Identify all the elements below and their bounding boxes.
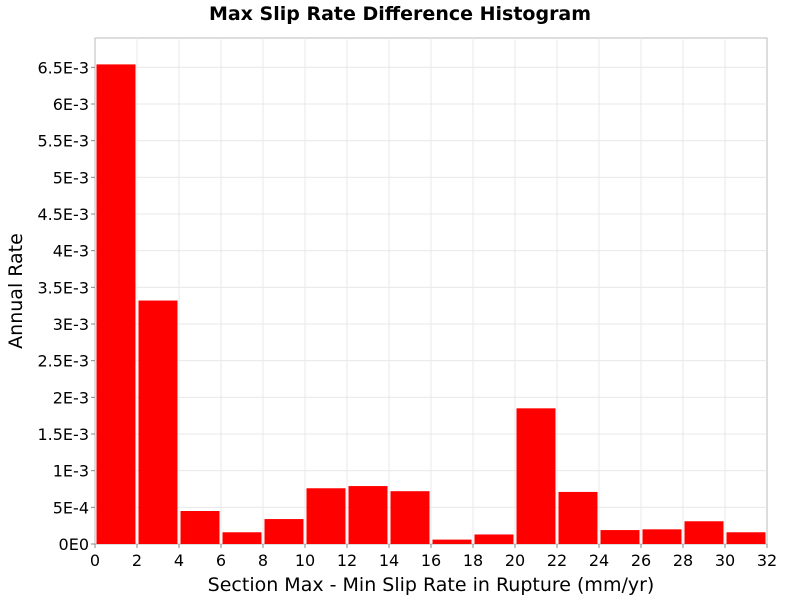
y-tick-label: 3E-3	[53, 315, 89, 334]
histogram-bar-6	[348, 486, 388, 544]
y-tick-label: 2.5E-3	[37, 352, 89, 371]
x-tick-label: 22	[547, 551, 567, 570]
histogram-bar-13	[642, 529, 682, 544]
histogram-bar-15	[726, 532, 766, 544]
x-tick-label: 0	[90, 551, 100, 570]
grid-lines	[95, 38, 767, 544]
x-tick-label: 16	[421, 551, 441, 570]
x-tick-label: 14	[379, 551, 399, 570]
y-tick-label: 4E-3	[53, 242, 89, 261]
y-tick-label: 5E-4	[53, 498, 89, 517]
x-tick-label: 30	[715, 551, 735, 570]
histogram-bar-11	[558, 491, 598, 544]
histogram-bar-1	[138, 300, 178, 544]
x-tick-label: 6	[216, 551, 226, 570]
x-tick-label: 8	[258, 551, 268, 570]
histogram-bar-12	[600, 530, 640, 544]
x-tick-label: 32	[757, 551, 777, 570]
y-tick-label: 1E-3	[53, 462, 89, 481]
histogram-bar-0	[96, 64, 136, 545]
y-tick-label: 6.5E-3	[37, 58, 89, 77]
y-axis-ticks: 0E0 5E-4 1E-3 1.5E-3 2E-3 2.5E-3 3E-3 3.5E-3 4E-…	[37, 58, 95, 554]
bars	[96, 64, 766, 545]
histogram-bar-2	[180, 511, 220, 544]
y-axis-label: Annual Rate	[5, 233, 27, 349]
histogram-bar-5	[306, 488, 346, 544]
x-tick-label: 2	[132, 551, 142, 570]
x-tick-label: 4	[174, 551, 184, 570]
x-tick-label: 20	[505, 551, 525, 570]
y-tick-label: 1.5E-3	[37, 425, 89, 444]
histogram-bar-8	[432, 539, 472, 544]
x-tick-label: 24	[589, 551, 609, 570]
y-tick-label: 6E-3	[53, 95, 89, 114]
x-tick-label: 18	[463, 551, 483, 570]
y-tick-label: 3.5E-3	[37, 278, 89, 297]
x-tick-label: 12	[337, 551, 357, 570]
y-tick-label: 5E-3	[53, 168, 89, 187]
x-axis-ticks: 0 2 4 6 8 10 12 14 16 18 20 22 24 26 28 30 32	[90, 544, 777, 570]
y-tick-label: 5.5E-3	[37, 132, 89, 151]
y-tick-label: 4.5E-3	[37, 205, 89, 224]
x-tick-label: 10	[295, 551, 315, 570]
chart-title: Max Slip Rate Difference Histogram	[209, 3, 591, 25]
histogram-bar-4	[264, 519, 304, 544]
x-axis-label: Section Max - Min Slip Rate in Rupture (…	[208, 574, 655, 596]
x-tick-label: 28	[673, 551, 693, 570]
histogram-bar-7	[390, 491, 430, 544]
x-tick-label: 26	[631, 551, 651, 570]
histogram-bar-14	[684, 521, 724, 544]
y-tick-label: 2E-3	[53, 388, 89, 407]
histogram-bar-9	[474, 534, 514, 544]
histogram-bar-3	[222, 532, 262, 544]
histogram-bar-10	[516, 408, 556, 544]
y-tick-label: 0E0	[59, 535, 89, 554]
